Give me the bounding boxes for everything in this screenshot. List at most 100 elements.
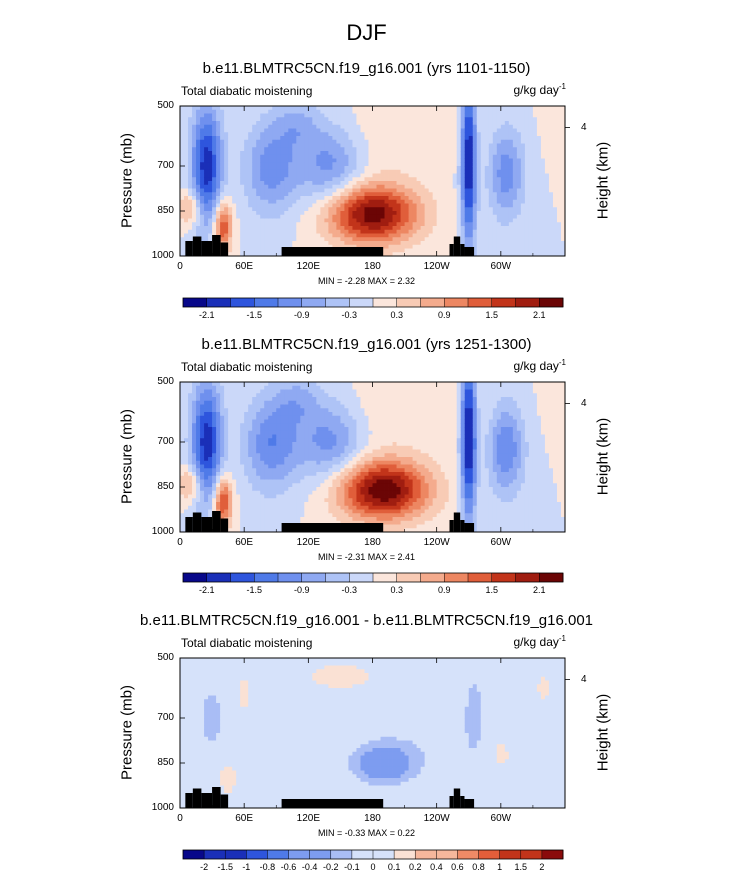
heatmap-cell	[380, 173, 385, 178]
heatmap-cell	[408, 188, 414, 193]
terrain-mask	[212, 235, 221, 256]
heatmap-cell	[232, 445, 237, 450]
heatmap-cell	[204, 442, 209, 447]
heatmap-cell	[244, 528, 249, 533]
colorbar-swatch	[230, 573, 255, 582]
heatmap-cell	[496, 252, 502, 257]
heatmap-cell	[300, 184, 305, 189]
heatmap-cell	[280, 154, 285, 159]
heatmap-cell	[500, 162, 506, 167]
heatmap-cell	[336, 233, 341, 238]
heatmap-cell	[404, 177, 409, 182]
heatmap-cell	[328, 151, 333, 156]
heatmap-cell	[192, 494, 197, 499]
heatmap-cell	[460, 128, 466, 133]
heatmap-cell	[496, 121, 502, 126]
heatmap-cell	[240, 173, 245, 178]
heatmap-cell	[556, 117, 562, 122]
heatmap-cell	[196, 457, 201, 462]
heatmap-cell	[284, 154, 289, 159]
heatmap-cell	[404, 154, 409, 159]
heatmap-cell	[224, 472, 229, 477]
heatmap-cell	[428, 211, 434, 216]
heatmap-cell	[324, 229, 329, 234]
colorbar-swatch	[373, 298, 398, 307]
heatmap-cell	[260, 423, 265, 428]
left-string: Total diabatic moistening	[181, 636, 313, 650]
heatmap-cell	[224, 218, 229, 223]
heatmap-cell	[440, 244, 446, 249]
heatmap-cell	[456, 222, 462, 227]
heatmap-cell	[488, 211, 494, 216]
heatmap-cell	[332, 207, 337, 212]
heatmap-cell	[476, 124, 482, 129]
heatmap-cell	[432, 169, 438, 174]
heatmap-cell	[212, 117, 217, 122]
heatmap-cell	[240, 449, 245, 454]
heatmap-cell	[320, 184, 325, 189]
heatmap-cell	[228, 430, 233, 435]
heatmap-cell	[244, 241, 249, 246]
heatmap-cell	[184, 166, 189, 171]
heatmap-cell	[532, 199, 538, 204]
heatmap-cell	[396, 117, 401, 122]
heatmap-cell	[448, 136, 454, 141]
heatmap-cell	[512, 106, 518, 111]
heatmap-cell	[540, 124, 546, 129]
heatmap-cell	[240, 124, 245, 129]
heatmap-cell	[552, 169, 558, 174]
heatmap-cell	[496, 188, 502, 193]
heatmap-cell	[448, 229, 454, 234]
heatmap-cell	[352, 158, 357, 163]
heatmap-cell	[492, 203, 498, 208]
heatmap-cell	[272, 177, 277, 182]
heatmap-cell	[240, 464, 245, 469]
heatmap-cell	[180, 121, 185, 126]
heatmap-cell	[264, 132, 269, 137]
heatmap-cell	[240, 211, 245, 216]
heatmap-cell	[456, 214, 462, 219]
heatmap-cell	[252, 139, 257, 144]
heatmap-cell	[248, 468, 253, 473]
heatmap-cell	[220, 158, 225, 163]
heatmap-cell	[372, 207, 377, 212]
heatmap-cell	[508, 237, 514, 242]
heatmap-cell	[328, 106, 333, 111]
heatmap-cell	[304, 117, 309, 122]
heatmap-cell	[188, 475, 193, 480]
heatmap-cell	[512, 162, 518, 167]
heatmap-cell	[440, 139, 446, 144]
heatmap-cell	[200, 505, 205, 510]
heatmap-cell	[236, 400, 241, 405]
heatmap-cell	[408, 184, 414, 189]
heatmap-cell	[372, 136, 377, 141]
heatmap-cell	[396, 226, 401, 231]
heatmap-cell	[428, 128, 434, 133]
heatmap-cell	[232, 412, 237, 417]
heatmap-cell	[228, 505, 233, 510]
heatmap-cell	[396, 196, 401, 201]
heatmap-cell	[476, 117, 482, 122]
heatmap-cell	[500, 113, 506, 118]
heatmap-cell	[320, 121, 325, 126]
heatmap-cell	[356, 184, 361, 189]
heatmap-cell	[288, 113, 293, 118]
colorbar-swatch	[325, 298, 350, 307]
heatmap-cell	[296, 233, 301, 238]
heatmap-cell	[192, 162, 197, 167]
heatmap-cell	[260, 121, 265, 126]
heatmap-cell	[300, 169, 305, 174]
heatmap-cell	[276, 241, 281, 246]
heatmap-cell	[212, 128, 217, 133]
heatmap-cell	[296, 128, 301, 133]
heatmap-cell	[220, 139, 225, 144]
heatmap-cell	[212, 385, 217, 390]
heatmap-cell	[412, 199, 418, 204]
heatmap-cell	[256, 520, 261, 525]
heatmap-cell	[300, 121, 305, 126]
heatmap-cell	[184, 457, 189, 462]
heatmap-cell	[432, 211, 438, 216]
heatmap-cell	[428, 169, 434, 174]
terrain-mask	[449, 244, 454, 256]
colorbar-swatch	[349, 298, 374, 307]
